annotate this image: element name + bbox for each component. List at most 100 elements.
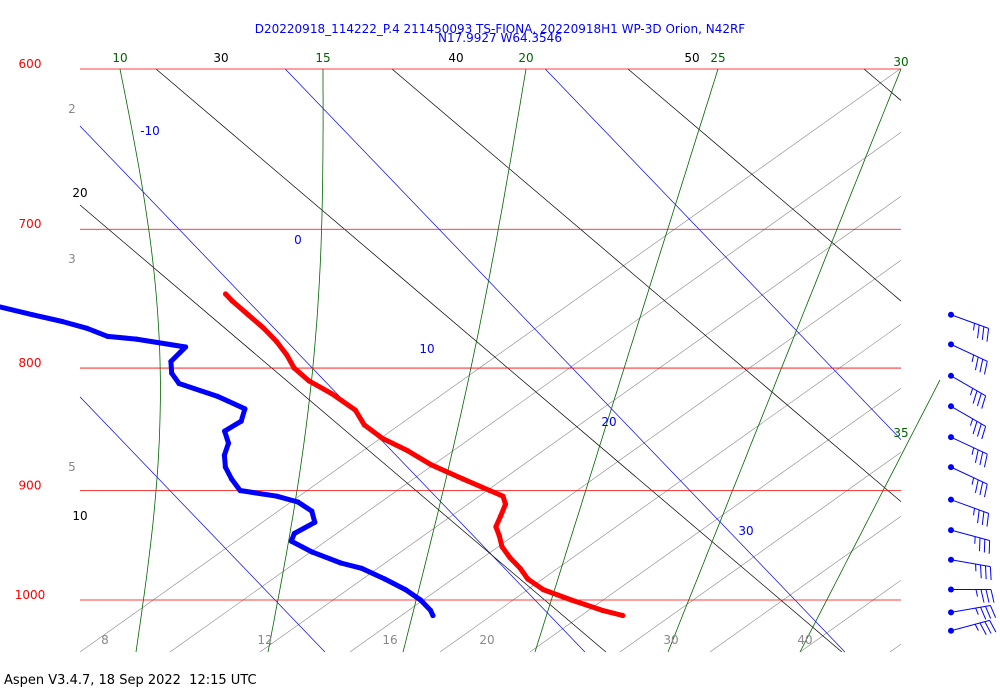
temperature-point — [568, 597, 575, 603]
dewpoint-point — [29, 312, 35, 318]
pressure-label: 800 — [19, 356, 42, 370]
chart-title-line2: N17.9927 W64.3546 — [438, 31, 562, 45]
moist-adiabat-label: 15 — [315, 51, 330, 65]
mixing-ratio-line — [439, 323, 902, 653]
moist-adiabat-line — [534, 68, 719, 653]
mixing-ratio-label: 30 — [663, 633, 678, 647]
mixing-ratio-label: 16 — [382, 633, 397, 647]
dewpoint-point — [105, 333, 111, 339]
mixing-ratio-label: 12 — [257, 633, 272, 647]
temperature-point — [306, 378, 312, 384]
mixing-ratio-label: 20 — [479, 633, 494, 647]
temperature-point — [496, 533, 502, 539]
mixing-ratio-line — [889, 643, 902, 653]
moist-adiabat-label: 10 — [112, 51, 127, 65]
temperature-point — [517, 565, 523, 571]
wind-barb — [948, 556, 992, 581]
dewpoint-profile — [0, 304, 436, 618]
dewpoint-point — [0, 304, 1, 309]
moist-adiabat-label: 25 — [710, 51, 725, 65]
dewpoint-point — [359, 565, 365, 571]
temperature-point — [352, 407, 358, 413]
pressure-label: 700 — [19, 217, 42, 231]
dewpoint-point — [238, 418, 244, 424]
isotherm-label: 0 — [294, 233, 302, 247]
temperature-point — [540, 587, 546, 593]
dewpoint-point — [418, 597, 424, 603]
wind-barb — [948, 464, 988, 498]
dewpoint-point — [84, 325, 90, 331]
isotherm-label: 30 — [738, 524, 753, 538]
dry-adiabat-line — [155, 68, 843, 653]
mixing-ratio-label: 2 — [68, 102, 76, 116]
temperature-point — [620, 612, 626, 619]
pressure-label: 900 — [19, 478, 42, 492]
temperature-point — [498, 513, 504, 519]
moist-adiabat-line — [667, 68, 902, 653]
wind-barbs — [948, 311, 997, 635]
temperature-point — [507, 555, 513, 561]
mixing-ratio-label: 5 — [68, 460, 76, 474]
temperature-point — [261, 325, 267, 331]
temperature-point — [223, 291, 229, 297]
dewpoint-point — [225, 440, 232, 446]
mixing-ratio-label: 40 — [797, 633, 812, 647]
temperature-point — [329, 391, 335, 397]
temperature-point — [229, 298, 235, 304]
isotherm-label: 10 — [419, 342, 434, 356]
dry-adiabat-line — [627, 68, 902, 302]
wind-barb — [948, 619, 997, 635]
dewpoint-point — [183, 344, 189, 350]
moist-adiabat-label: 20 — [518, 51, 533, 65]
dewpoint-point — [309, 508, 315, 514]
dewpoint-point — [295, 499, 301, 505]
mixing-ratio-label: 3 — [68, 252, 76, 266]
temperature-point — [500, 493, 506, 499]
dry-adiabat-line — [79, 204, 607, 653]
wind-barb — [948, 341, 988, 375]
temperature-point — [274, 339, 280, 345]
dewpoint-point — [168, 358, 174, 365]
mixing-ratio-line — [169, 132, 902, 653]
dewpoint-point — [382, 576, 388, 582]
dry-adiabat-label: 20 — [72, 186, 87, 200]
mixing-ratio-line — [79, 68, 901, 653]
moist-adiabat-line — [402, 68, 527, 653]
dewpoint-point — [309, 549, 315, 555]
wind-barb — [948, 496, 990, 527]
dewpoint-point — [177, 349, 183, 355]
temperature-point — [525, 576, 531, 582]
temperature-point — [493, 524, 499, 530]
temperature-point — [291, 365, 297, 371]
temperature-point — [499, 544, 505, 550]
dewpoint-point — [312, 519, 318, 525]
pressure-label: 600 — [19, 57, 42, 71]
moist-adiabat-line — [267, 69, 324, 653]
diagram-grid — [79, 68, 941, 653]
dewpoint-point — [222, 428, 228, 434]
dry-adiabat-line — [391, 68, 902, 502]
dewpoint-point — [221, 452, 227, 458]
dewpoint-point — [133, 336, 139, 342]
temperature-point — [404, 447, 410, 453]
isotherm-line — [284, 68, 846, 653]
mixing-ratio-line — [349, 260, 902, 653]
dewpoint-point — [228, 476, 235, 482]
wind-barb — [948, 527, 991, 554]
temperature-point — [284, 352, 290, 358]
wind-barb — [948, 604, 997, 620]
dewpoint-point — [169, 370, 175, 376]
wind-barb — [948, 311, 990, 342]
isotherm-line — [544, 68, 902, 440]
dewpoint-point — [291, 530, 297, 537]
temperature-point — [245, 312, 251, 318]
dewpoint-point — [176, 380, 182, 387]
dry-adiabat-label: 40 — [448, 51, 463, 65]
moist-adiabat-line — [799, 379, 941, 653]
dewpoint-point — [338, 560, 344, 566]
moist-adiabat-label: 30 — [893, 55, 908, 69]
mixing-ratio-line — [619, 451, 902, 653]
temperature-point — [428, 462, 434, 468]
mixing-ratio-label: 8 — [101, 633, 109, 647]
